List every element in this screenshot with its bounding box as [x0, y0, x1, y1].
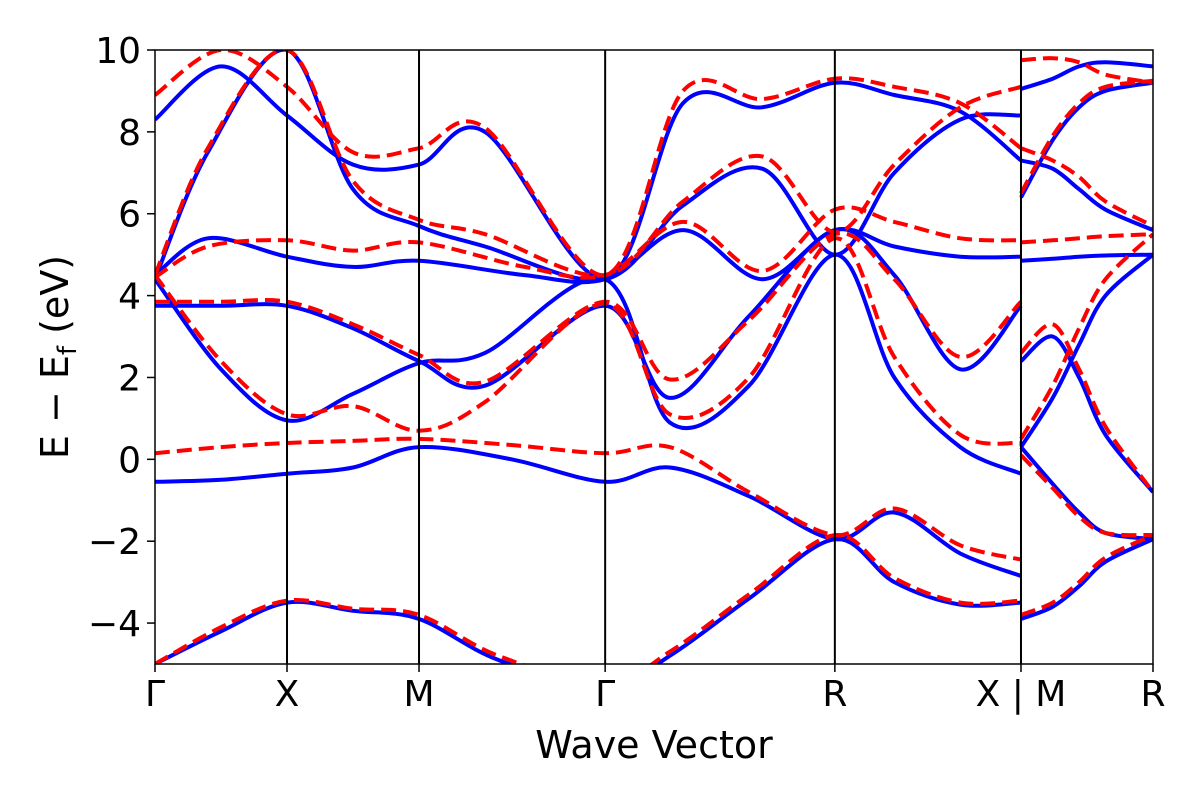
kpoint-label: R — [1140, 674, 1165, 715]
band-line-solid-26 — [1019, 80, 1153, 199]
y-tick-label: −4 — [88, 604, 141, 645]
y-tick-label: −2 — [88, 522, 141, 563]
y-tick-label: 4 — [118, 277, 141, 318]
band-line-dashed-3 — [155, 231, 1023, 386]
band-line-dashed-1 — [155, 436, 1022, 562]
band-line-solid-22 — [1020, 252, 1153, 263]
band-line-dashed-29 — [1020, 56, 1153, 85]
band-line-dashed-23 — [1020, 232, 1153, 245]
kpoint-label: Γ — [595, 674, 615, 715]
x-axis-title: Wave Vector — [535, 723, 773, 767]
kpoint-label: Γ — [145, 674, 165, 715]
band-line-dashed-7 — [155, 533, 1022, 664]
y-axis-title-main: E − E — [33, 355, 77, 459]
high-symmetry-lines — [286, 50, 1022, 664]
kpoint-label: R — [822, 674, 847, 715]
band-line-solid-0 — [155, 444, 1022, 578]
band-line-dashed-15 — [1020, 533, 1153, 617]
band-series — [155, 50, 1153, 664]
band-line-dashed-27 — [1019, 78, 1153, 195]
band-line-solid-16 — [1019, 445, 1153, 542]
band-line-solid-6 — [155, 537, 1022, 664]
y-tick-label: 2 — [118, 358, 141, 399]
band-line-dashed-5 — [155, 236, 1022, 446]
band-line-solid-4 — [155, 252, 1022, 476]
band-line-solid-18 — [1019, 334, 1153, 494]
y-tick-label: 0 — [118, 440, 141, 481]
y-tick-label: 10 — [95, 31, 141, 72]
band-line-dashed-13 — [155, 50, 1023, 278]
band-line-dashed-25 — [1020, 146, 1153, 228]
band-line-solid-14 — [1020, 537, 1153, 621]
kpoint-label: X | M — [976, 674, 1067, 715]
x-axis-ticks: Γ X M Γ R X | M R — [145, 664, 1166, 715]
kpoint-label: X — [275, 674, 300, 715]
y-tick-label: 6 — [118, 195, 141, 236]
band-line-dashed-9 — [155, 205, 1022, 280]
kpoint-label: M — [403, 674, 434, 715]
band-line-dashed-19 — [1019, 322, 1153, 494]
band-line-solid-20 — [1019, 253, 1153, 449]
y-axis-title-sub: f — [53, 345, 83, 355]
band-line-dashed-21 — [1019, 232, 1153, 440]
y-axis-title-unit: (eV) — [33, 255, 77, 346]
plot-frame — [154, 49, 1154, 665]
band-line-dashed-17 — [1019, 453, 1153, 538]
y-axis-title: E − Ef (eV) — [33, 255, 83, 459]
y-axis-ticks: 10 8 6 4 2 0 −2 −4 — [88, 31, 155, 645]
band-line-solid-28 — [1020, 60, 1153, 91]
band-line-solid-24 — [1020, 158, 1153, 232]
y-tick-label: 8 — [118, 113, 141, 154]
